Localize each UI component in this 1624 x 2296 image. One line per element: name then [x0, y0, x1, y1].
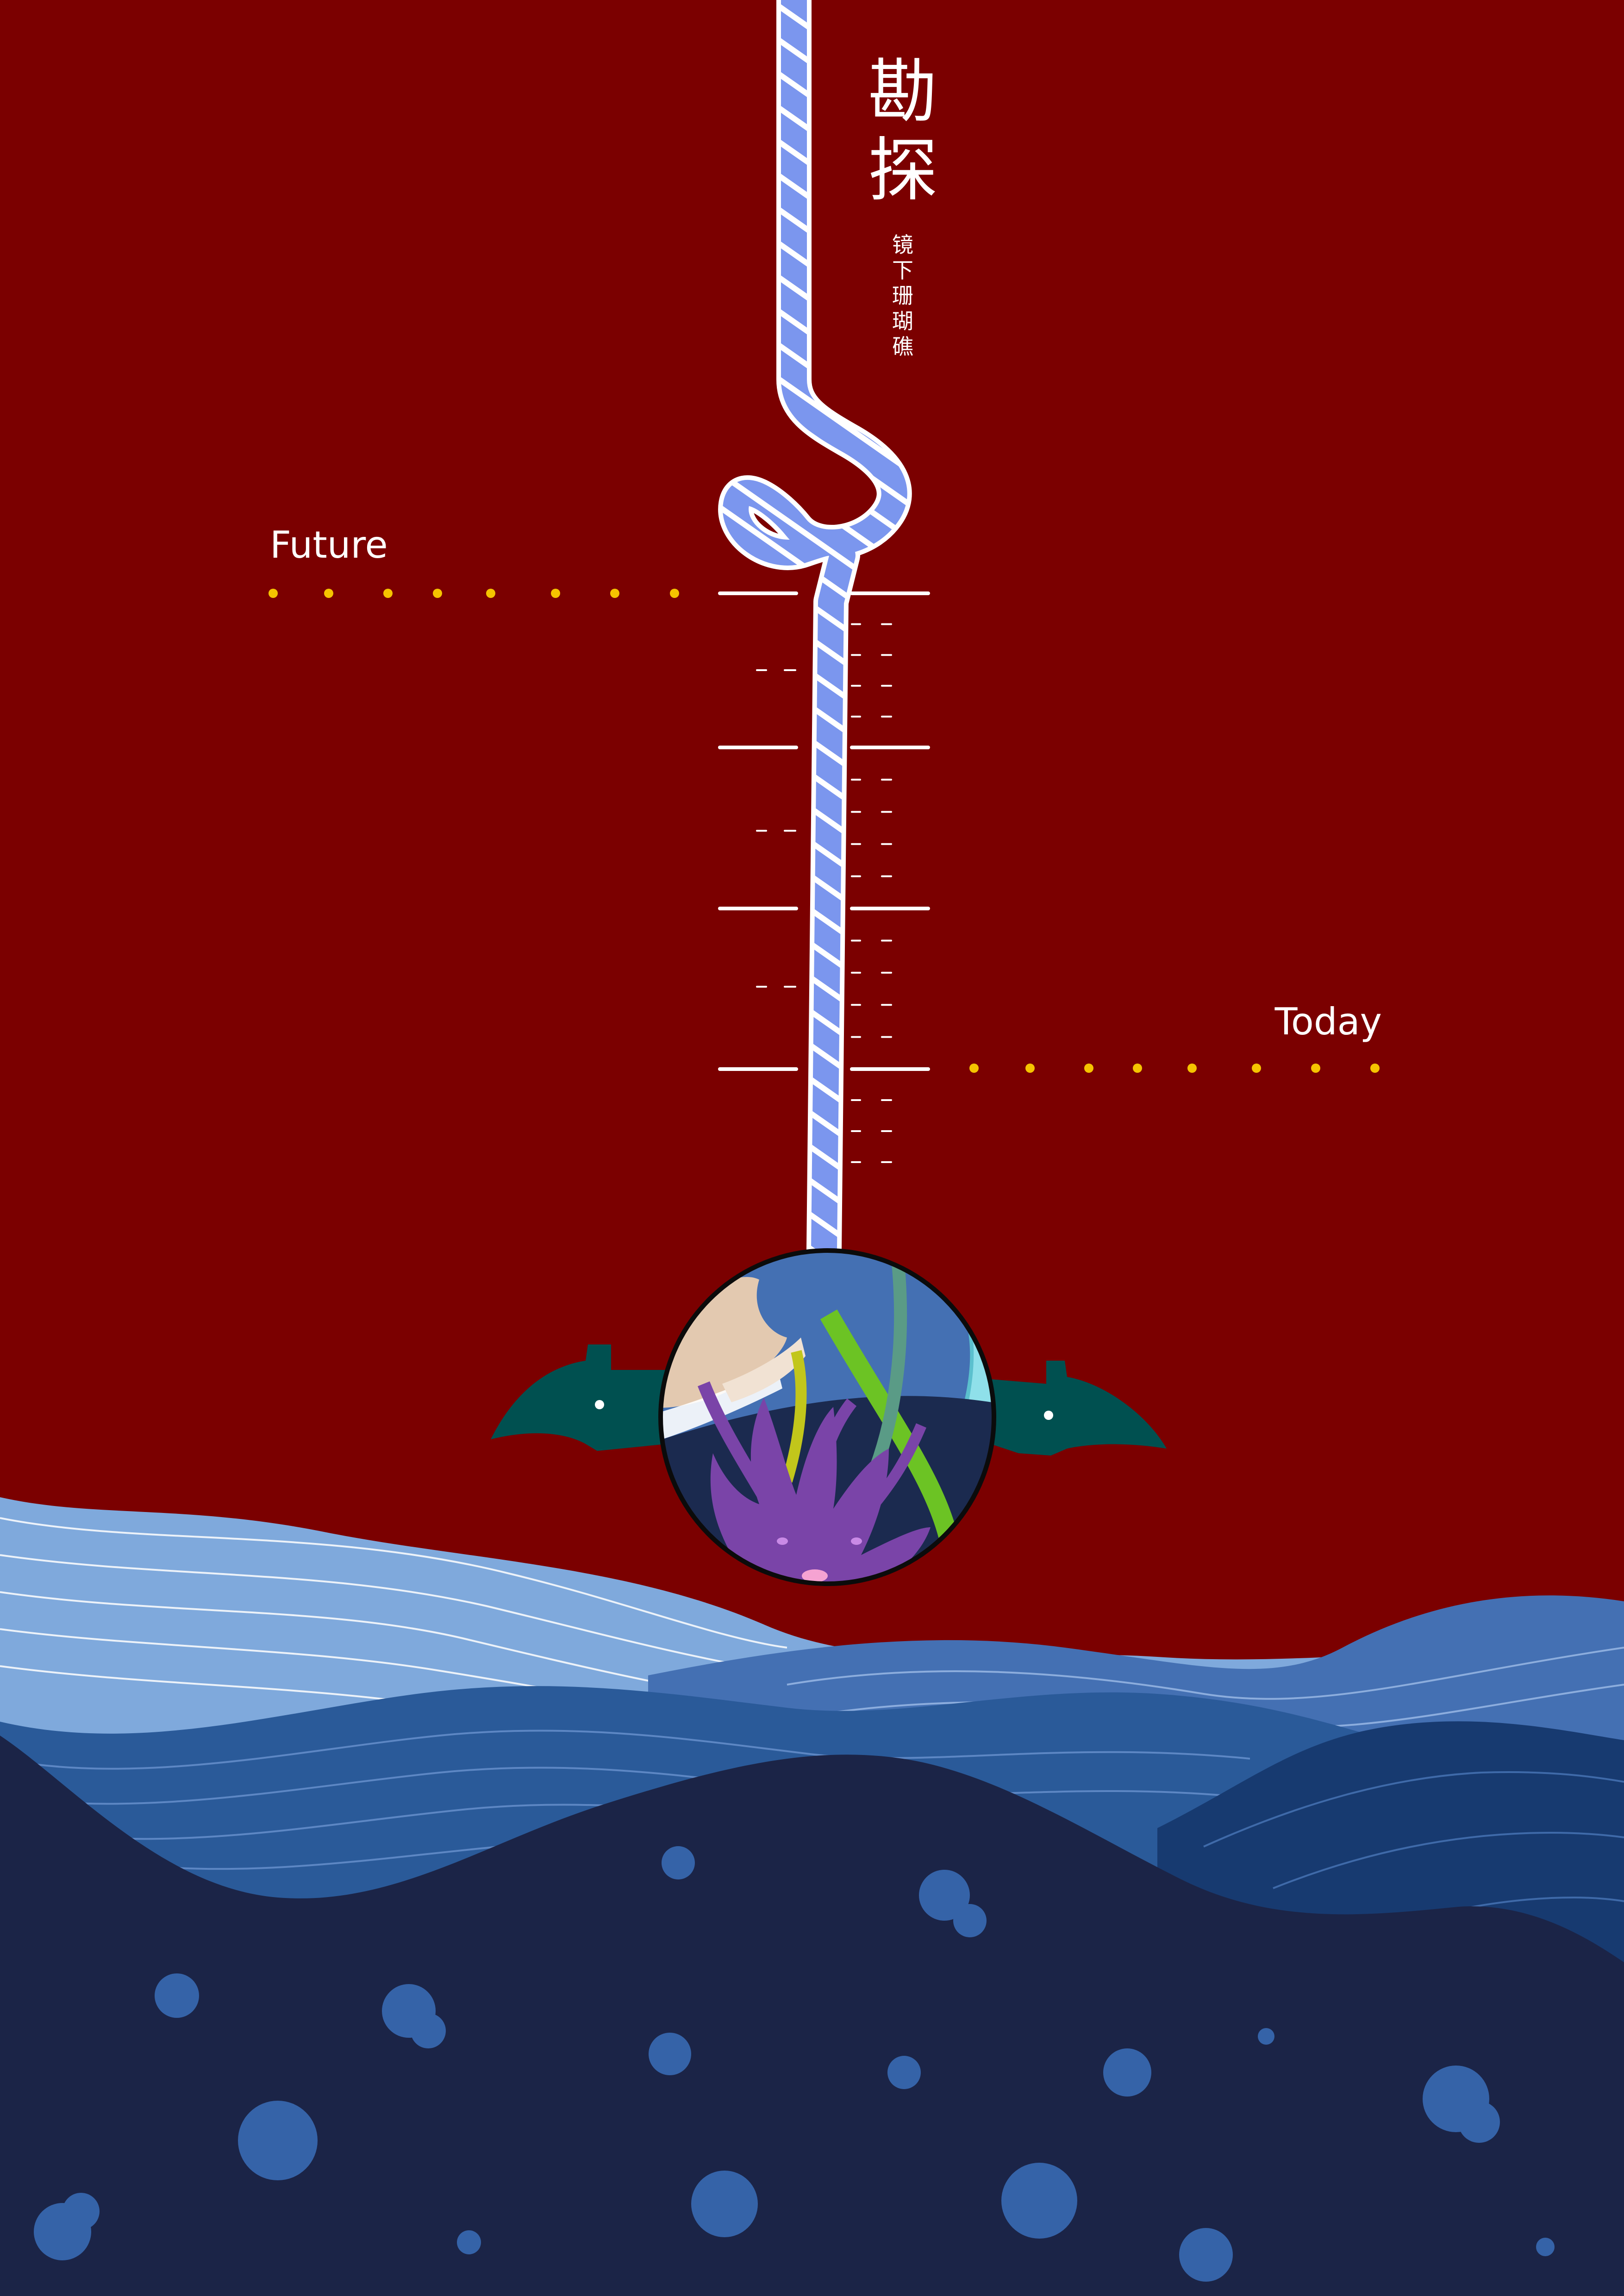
bubble — [238, 2101, 318, 2180]
dot — [1252, 1064, 1261, 1073]
bubble — [1001, 2163, 1077, 2239]
dotted-line-future — [269, 589, 679, 598]
dot — [1025, 1064, 1035, 1073]
bubble — [1103, 2048, 1151, 2097]
measuring-scale — [718, 591, 930, 1163]
label-today: Today — [1274, 1000, 1382, 1043]
title-char: 勘 — [868, 52, 937, 132]
dot — [1133, 1064, 1142, 1073]
bubble — [1198, 2254, 1221, 2277]
dot — [610, 589, 619, 598]
bubble — [691, 2171, 758, 2237]
dot — [1084, 1064, 1093, 1073]
bubble — [919, 1870, 970, 1921]
bubble — [1258, 2028, 1274, 2045]
fin-icon — [491, 1344, 1167, 1456]
dot — [433, 589, 442, 598]
bubble — [887, 2056, 921, 2089]
dot — [670, 589, 679, 598]
subtitle-char: 下 — [892, 258, 913, 283]
subtitle-char: 珊 — [892, 283, 913, 308]
dot — [551, 589, 560, 598]
bubble — [1458, 2101, 1500, 2143]
bubble — [662, 1846, 695, 1879]
label-future: Future — [270, 523, 388, 566]
dot — [969, 1064, 979, 1073]
bubble — [155, 1973, 199, 2018]
dot — [1187, 1064, 1197, 1073]
bubble — [649, 2033, 691, 2075]
subtitle-char: 镜 — [892, 232, 913, 257]
dotted-line-today — [969, 1064, 1380, 1073]
dot — [1370, 1064, 1380, 1073]
subtitle-char: 瑚 — [892, 309, 913, 334]
dot — [324, 589, 333, 598]
bubble — [457, 2230, 481, 2254]
subtitle-char: 礁 — [892, 334, 913, 359]
bubble — [953, 1904, 987, 1937]
dot — [1311, 1064, 1320, 1073]
coral-reef-lens-icon — [658, 1248, 996, 1586]
dot — [269, 589, 278, 598]
bubble — [62, 2193, 100, 2230]
ocean-waves — [0, 1497, 1624, 2296]
rope-icon — [718, 0, 912, 1267]
dot — [383, 589, 393, 598]
title-char: 探 — [868, 131, 937, 211]
bubble — [1536, 2238, 1555, 2256]
bubbles — [34, 1846, 1555, 2282]
dot — [486, 589, 495, 598]
bubble — [411, 2013, 446, 2048]
